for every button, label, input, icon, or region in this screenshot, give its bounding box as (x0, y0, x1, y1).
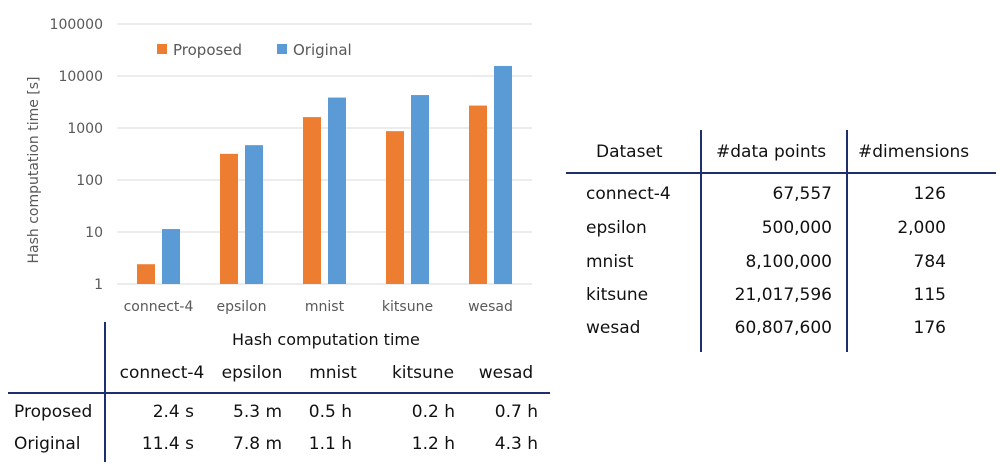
legend: Proposed Original (157, 41, 352, 59)
dataset-dims: 126 (913, 184, 946, 204)
time-table-col-kitsune: kitsune (391, 363, 455, 383)
x-tick-label: wesad (468, 299, 513, 315)
dataset-points: 60,807,600 (734, 318, 832, 338)
time-table-col-wesad: wesad (478, 363, 534, 383)
bar-proposed-mnist (303, 117, 321, 284)
dataset-points: 500,000 (761, 218, 832, 238)
dataset-table-rule-2 (846, 130, 848, 352)
bar-proposed-connect-4 (137, 264, 155, 284)
time-table-horizontal-rule (8, 392, 550, 394)
time-table-cell: 0.5 h (308, 402, 352, 422)
y-tick-label: 1000 (67, 121, 103, 137)
time-table-col-mnist: mnist (309, 363, 357, 383)
y-tick-label: 1 (94, 277, 103, 293)
dataset-table-header-rule (566, 172, 996, 174)
dataset-name: mnist (586, 252, 634, 272)
time-table-cell: 5.3 m (233, 402, 282, 422)
x-tick-label: kitsune (382, 299, 433, 315)
dataset-points: 67,557 (772, 184, 832, 204)
time-table-cell: 7.8 m (233, 434, 282, 454)
bar-proposed-epsilon (220, 153, 238, 284)
time-table-cell: 1.2 h (411, 434, 455, 454)
time-table-cell: 0.2 h (411, 402, 455, 422)
time-table-row-label-original: Original (14, 434, 81, 454)
y-tick-label: 10000 (58, 69, 103, 85)
bar-original-wesad (494, 65, 512, 284)
dataset-name: kitsune (586, 285, 649, 305)
gridlines (117, 23, 532, 285)
time-table-title: Hash computation time (232, 330, 420, 349)
bar-original-kitsune (411, 95, 429, 285)
dataset-name: wesad (586, 318, 641, 338)
hash-time-bar-chart: 1 10 100 1000 10000 100000 connect-4 epsilon mn… (26, 17, 532, 315)
bars (137, 65, 512, 285)
bar-original-epsilon (245, 145, 263, 284)
time-table-cell: 1.1 h (308, 434, 352, 454)
y-tick-label: 100000 (50, 17, 103, 33)
time-table-cell: 11.4 s (141, 434, 194, 454)
dataset-header-dims: #dimensions (858, 142, 970, 162)
x-tick-labels: connect-4 epsilon mnist kitsune wesad (124, 299, 513, 315)
bar-original-connect-4 (162, 229, 180, 284)
legend-label-proposed: Proposed (173, 41, 242, 59)
dataset-header-points: #data points (716, 142, 827, 162)
legend-swatch-proposed (157, 44, 167, 54)
time-table-cell: 4.3 h (494, 434, 538, 454)
time-table-cell: 2.4 s (152, 402, 194, 422)
legend-label-original: Original (293, 41, 352, 59)
dataset-points: 8,100,000 (745, 252, 832, 272)
y-tick-labels: 1 10 100 1000 10000 100000 (50, 17, 103, 293)
dataset-dims: 784 (913, 252, 946, 272)
time-table-cell: 0.7 h (494, 402, 538, 422)
y-tick-label: 10 (85, 225, 103, 241)
y-axis-label: Hash computation time [s] (26, 76, 42, 263)
y-tick-label: 100 (76, 173, 103, 189)
dataset-name: epsilon (586, 218, 647, 238)
time-table-row-label-proposed: Proposed (14, 402, 93, 422)
dataset-name: connect-4 (586, 184, 671, 204)
bar-proposed-kitsune (386, 131, 404, 284)
bar-original-mnist (328, 97, 346, 284)
dataset-header-dataset: Dataset (596, 142, 663, 162)
x-tick-label: epsilon (216, 299, 266, 315)
x-tick-label: mnist (305, 299, 345, 315)
x-tick-label: connect-4 (124, 299, 194, 315)
time-table-col-connect-4: connect-4 (119, 363, 205, 383)
time-table-col-epsilon: epsilon (221, 363, 283, 383)
bar-proposed-wesad (469, 105, 487, 284)
dataset-dims: 115 (913, 285, 946, 305)
dataset-table-rule-1 (700, 130, 702, 352)
dataset-dims: 2,000 (897, 218, 946, 238)
legend-swatch-original (277, 44, 287, 54)
dataset-points: 21,017,596 (734, 285, 832, 305)
dataset-dims: 176 (913, 318, 946, 338)
